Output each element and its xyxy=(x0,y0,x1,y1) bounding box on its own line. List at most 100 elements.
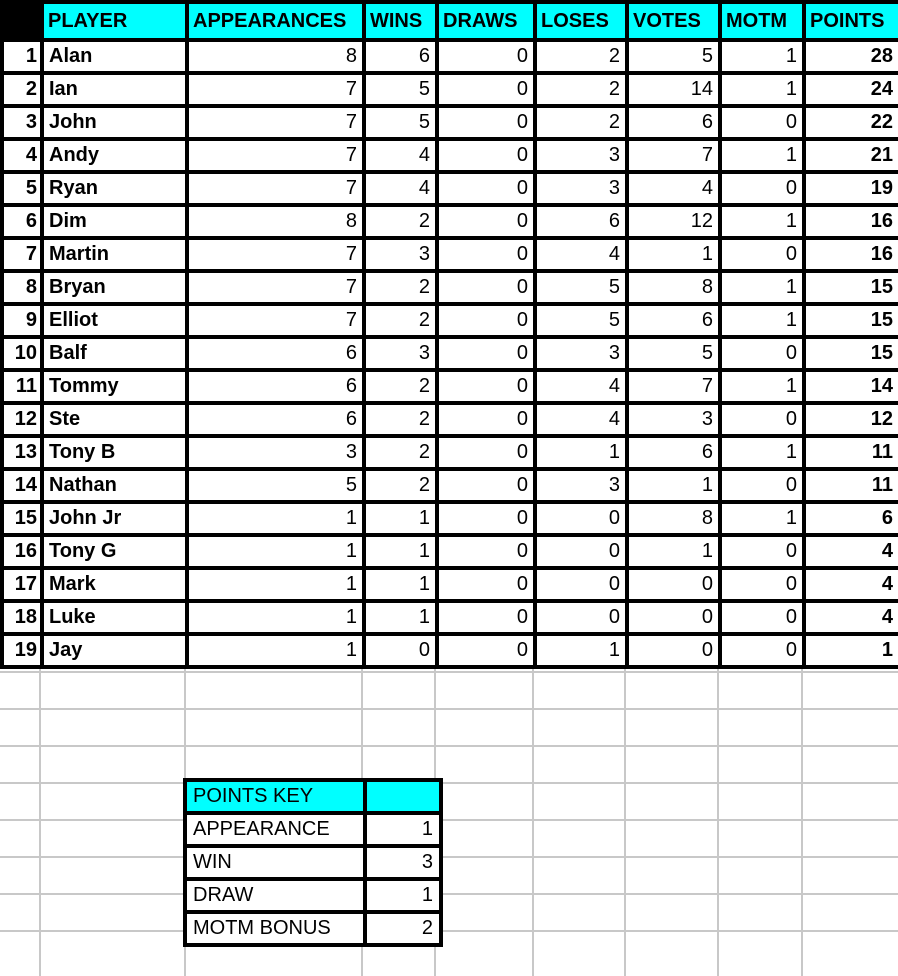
cell-motm[interactable]: 1 xyxy=(718,38,806,75)
cell-votes[interactable]: 12 xyxy=(625,203,722,240)
points-key-value[interactable]: 1 xyxy=(363,811,443,848)
header-player[interactable]: PLAYER xyxy=(40,0,189,42)
cell-loses[interactable]: 4 xyxy=(533,368,629,405)
header-points[interactable]: POINTS xyxy=(802,0,898,42)
cell-votes[interactable]: 1 xyxy=(625,467,722,504)
cell-points[interactable]: 6 xyxy=(802,500,898,537)
cell-wins[interactable]: 6 xyxy=(362,38,439,75)
cell-wins[interactable]: 4 xyxy=(362,137,439,174)
cell-draws[interactable]: 0 xyxy=(435,269,537,306)
cell-wins[interactable]: 2 xyxy=(362,269,439,306)
cell-draws[interactable]: 0 xyxy=(435,401,537,438)
cell-appearances[interactable]: 7 xyxy=(185,236,366,273)
points-key-label[interactable]: APPEARANCE xyxy=(183,811,367,848)
cell-draws[interactable]: 0 xyxy=(435,170,537,207)
cell-draws[interactable]: 0 xyxy=(435,599,537,636)
cell-draws[interactable]: 0 xyxy=(435,368,537,405)
cell-draws[interactable]: 0 xyxy=(435,566,537,603)
cell-loses[interactable]: 3 xyxy=(533,137,629,174)
header-motm[interactable]: MOTM xyxy=(718,0,806,42)
cell-loses[interactable]: 5 xyxy=(533,269,629,306)
header-votes[interactable]: VOTES xyxy=(625,0,722,42)
cell-rank[interactable]: 6 xyxy=(0,203,44,240)
cell-votes[interactable]: 7 xyxy=(625,137,722,174)
cell-draws[interactable]: 0 xyxy=(435,203,537,240)
cell-rank[interactable]: 2 xyxy=(0,71,44,108)
cell-points[interactable]: 19 xyxy=(802,170,898,207)
cell-points[interactable]: 16 xyxy=(802,236,898,273)
cell-rank[interactable]: 15 xyxy=(0,500,44,537)
cell-wins[interactable]: 3 xyxy=(362,335,439,372)
cell-appearances[interactable]: 7 xyxy=(185,302,366,339)
cell-points[interactable]: 4 xyxy=(802,599,898,636)
cell-wins[interactable]: 2 xyxy=(362,368,439,405)
cell-appearances[interactable]: 1 xyxy=(185,500,366,537)
cell-votes[interactable]: 8 xyxy=(625,269,722,306)
cell-player[interactable]: Ryan xyxy=(40,170,189,207)
header-loses[interactable]: LOSES xyxy=(533,0,629,42)
cell-wins[interactable]: 2 xyxy=(362,203,439,240)
cell-loses[interactable]: 2 xyxy=(533,104,629,141)
points-key-header-blank[interactable] xyxy=(363,778,443,815)
cell-votes[interactable]: 0 xyxy=(625,632,722,669)
cell-draws[interactable]: 0 xyxy=(435,236,537,273)
cell-votes[interactable]: 0 xyxy=(625,566,722,603)
corner-cell[interactable] xyxy=(0,0,44,42)
cell-wins[interactable]: 2 xyxy=(362,302,439,339)
cell-rank[interactable]: 19 xyxy=(0,632,44,669)
cell-appearances[interactable]: 1 xyxy=(185,533,366,570)
cell-points[interactable]: 4 xyxy=(802,533,898,570)
cell-rank[interactable]: 3 xyxy=(0,104,44,141)
cell-player[interactable]: Alan xyxy=(40,38,189,75)
cell-appearances[interactable]: 7 xyxy=(185,71,366,108)
cell-motm[interactable]: 1 xyxy=(718,434,806,471)
cell-rank[interactable]: 11 xyxy=(0,368,44,405)
cell-draws[interactable]: 0 xyxy=(435,632,537,669)
cell-player[interactable]: Elliot xyxy=(40,302,189,339)
cell-appearances[interactable]: 8 xyxy=(185,203,366,240)
cell-player[interactable]: Nathan xyxy=(40,467,189,504)
cell-motm[interactable]: 0 xyxy=(718,236,806,273)
cell-loses[interactable]: 6 xyxy=(533,203,629,240)
cell-loses[interactable]: 5 xyxy=(533,302,629,339)
points-key-label[interactable]: MOTM BONUS xyxy=(183,910,367,947)
cell-motm[interactable]: 1 xyxy=(718,203,806,240)
cell-rank[interactable]: 4 xyxy=(0,137,44,174)
cell-player[interactable]: Balf xyxy=(40,335,189,372)
cell-player[interactable]: Bryan xyxy=(40,269,189,306)
cell-draws[interactable]: 0 xyxy=(435,137,537,174)
cell-appearances[interactable]: 1 xyxy=(185,566,366,603)
cell-draws[interactable]: 0 xyxy=(435,533,537,570)
points-key-label[interactable]: DRAW xyxy=(183,877,367,914)
cell-loses[interactable]: 3 xyxy=(533,467,629,504)
cell-motm[interactable]: 1 xyxy=(718,500,806,537)
cell-rank[interactable]: 16 xyxy=(0,533,44,570)
cell-points[interactable]: 21 xyxy=(802,137,898,174)
cell-loses[interactable]: 1 xyxy=(533,632,629,669)
points-key-label[interactable]: WIN xyxy=(183,844,367,881)
header-draws[interactable]: DRAWS xyxy=(435,0,537,42)
cell-wins[interactable]: 5 xyxy=(362,104,439,141)
header-appearances[interactable]: APPEARANCES xyxy=(185,0,366,42)
cell-motm[interactable]: 1 xyxy=(718,302,806,339)
cell-draws[interactable]: 0 xyxy=(435,335,537,372)
cell-loses[interactable]: 4 xyxy=(533,401,629,438)
cell-player[interactable]: Tommy xyxy=(40,368,189,405)
cell-votes[interactable]: 5 xyxy=(625,38,722,75)
cell-rank[interactable]: 18 xyxy=(0,599,44,636)
cell-points[interactable]: 24 xyxy=(802,71,898,108)
cell-rank[interactable]: 10 xyxy=(0,335,44,372)
cell-player[interactable]: Tony B xyxy=(40,434,189,471)
cell-player[interactable]: John xyxy=(40,104,189,141)
cell-votes[interactable]: 5 xyxy=(625,335,722,372)
cell-motm[interactable]: 1 xyxy=(718,269,806,306)
cell-appearances[interactable]: 1 xyxy=(185,632,366,669)
cell-player[interactable]: Ian xyxy=(40,71,189,108)
header-wins[interactable]: WINS xyxy=(362,0,439,42)
cell-votes[interactable]: 4 xyxy=(625,170,722,207)
cell-loses[interactable]: 2 xyxy=(533,71,629,108)
cell-loses[interactable]: 3 xyxy=(533,335,629,372)
cell-points[interactable]: 4 xyxy=(802,566,898,603)
cell-wins[interactable]: 2 xyxy=(362,434,439,471)
cell-rank[interactable]: 12 xyxy=(0,401,44,438)
